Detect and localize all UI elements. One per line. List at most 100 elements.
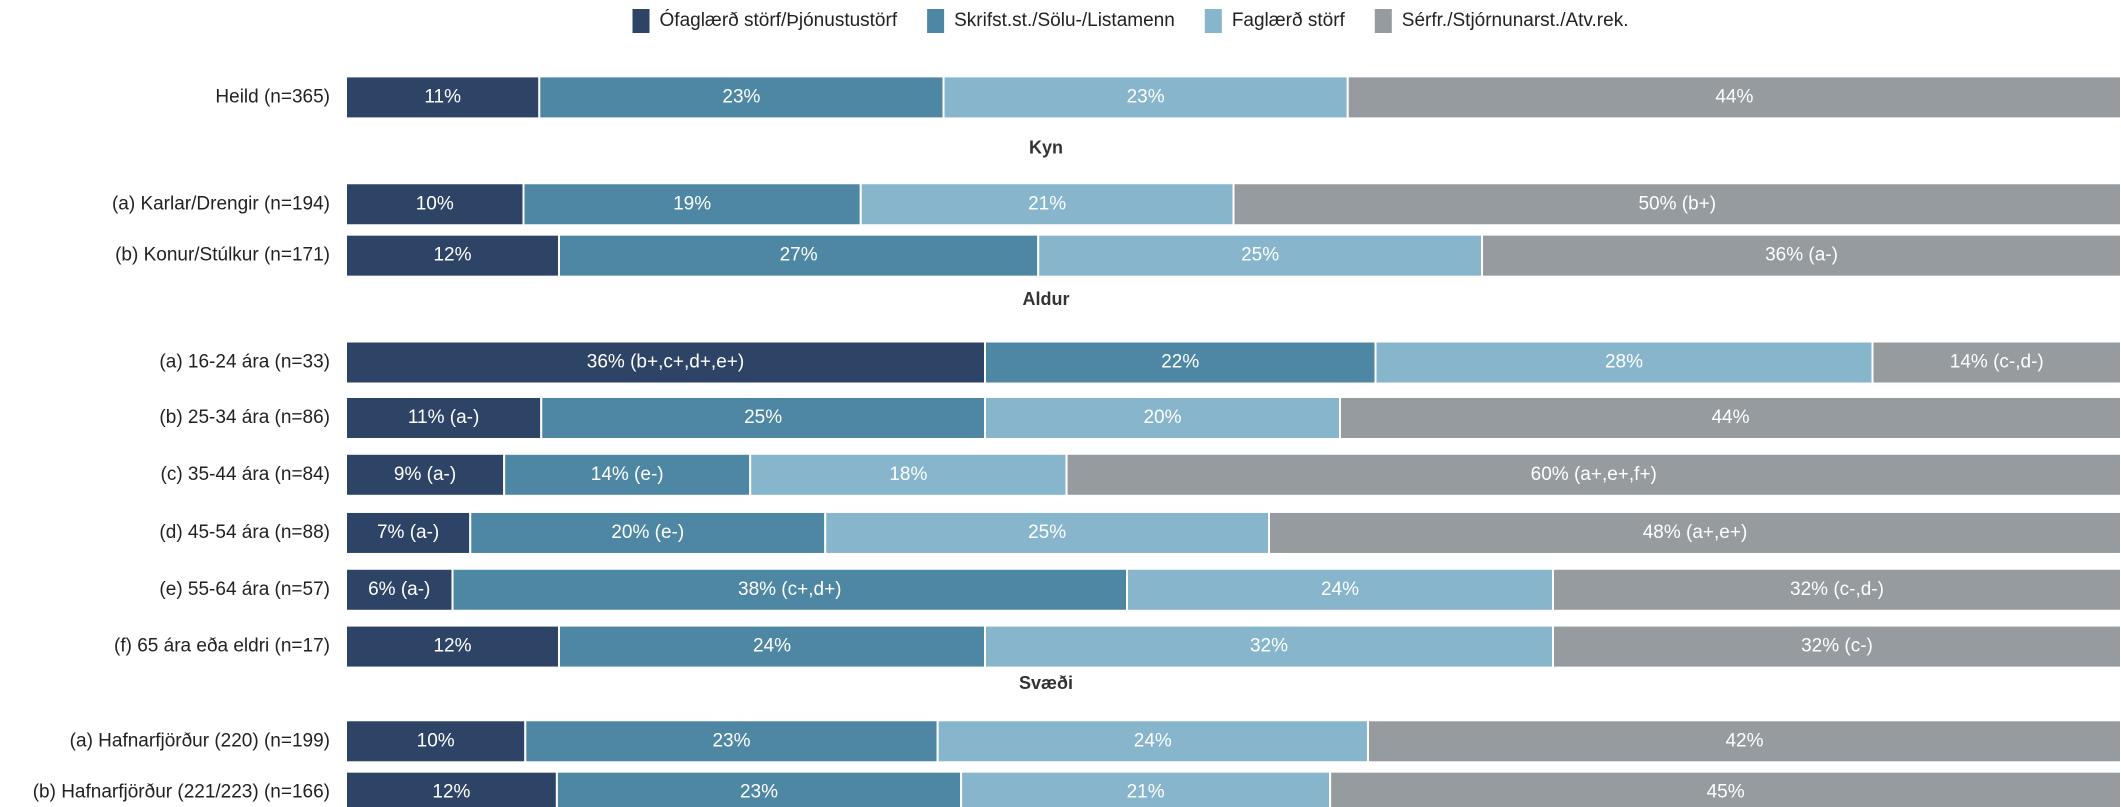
legend-swatch	[1374, 9, 1392, 33]
bar-segment	[345, 75, 541, 120]
value-label: 18%	[889, 464, 927, 485]
value-label: 21%	[1028, 193, 1066, 214]
value-label: 50% (b+)	[1638, 193, 1716, 214]
legend-label: Faglærð störf	[1232, 10, 1346, 31]
value-label: 24%	[753, 636, 791, 657]
value-label: 24%	[1321, 579, 1359, 600]
bar-segment	[345, 624, 560, 669]
value-label: 48% (a+,e+)	[1643, 522, 1748, 543]
bar-segment	[345, 395, 543, 440]
bar-segment	[345, 233, 560, 278]
bar-segment	[524, 719, 939, 764]
value-label: 14% (e-)	[591, 464, 664, 485]
bar-segment	[345, 340, 986, 385]
value-label: 20%	[1143, 407, 1181, 428]
value-label: 10%	[416, 193, 454, 214]
value-label: 23%	[712, 730, 750, 751]
value-label: 21%	[1127, 782, 1165, 803]
category-label: (b) 25-34 ára (n=86)	[159, 407, 330, 428]
value-label: 32% (c-)	[1801, 636, 1873, 657]
bar-segment	[538, 75, 945, 120]
value-label: 25%	[1241, 245, 1279, 266]
value-label: 14% (c-,d-)	[1950, 352, 2044, 373]
bar-segment	[1065, 452, 2121, 497]
bar-segment	[345, 770, 558, 807]
bar-segment	[1339, 395, 2121, 440]
bar-segment	[540, 395, 986, 440]
bar-segment	[1366, 719, 2121, 764]
bar-segment	[749, 452, 1068, 497]
legend-label: Sérfr./Stjórnunarst./Atv.rek.	[1402, 10, 1629, 31]
value-label: 25%	[744, 407, 782, 428]
legend-label: Skrifst.st./Sölu-/Listamenn	[954, 10, 1175, 31]
category-label: (f) 65 ára eða eldri (n=17)	[114, 636, 330, 657]
value-label: 9% (a-)	[394, 464, 456, 485]
bar-segment	[345, 182, 525, 227]
value-label: 32%	[1250, 636, 1288, 657]
legend-swatch	[632, 9, 650, 33]
value-label: 12%	[433, 636, 471, 657]
category-label: (b) Hafnarfjörður (221/223) (n=166)	[33, 782, 330, 803]
value-label: 7% (a-)	[377, 522, 439, 543]
bar-segment	[1346, 75, 2121, 120]
category-label: (a) Hafnarfjörður (220) (n=199)	[70, 730, 330, 751]
value-label: 22%	[1161, 352, 1199, 373]
value-label: 60% (a+,e+,f+)	[1531, 464, 1657, 485]
value-label: 25%	[1028, 522, 1066, 543]
value-label: 11%	[424, 86, 461, 107]
category-label: (d) 45-54 ára (n=88)	[159, 522, 330, 543]
value-label: 24%	[1134, 730, 1172, 751]
bar-segment	[1552, 567, 2121, 612]
section-header: Kyn	[1029, 138, 1063, 158]
bar-segment	[345, 452, 506, 497]
category-label: (a) Karlar/Drengir (n=194)	[112, 193, 330, 214]
category-label: (b) Konur/Stúlkur (n=171)	[115, 245, 330, 266]
value-label: 23%	[1127, 86, 1165, 107]
value-label: 36% (a-)	[1765, 245, 1838, 266]
value-label: 6% (a-)	[368, 579, 430, 600]
bar-segment	[1037, 233, 1483, 278]
legend-label: Ófaglærð störf/Þjónustustörf	[660, 9, 898, 31]
legend-swatch	[927, 9, 945, 33]
value-label: 42%	[1725, 730, 1763, 751]
value-label: 20% (e-)	[611, 522, 684, 543]
legend-swatch	[1204, 9, 1222, 33]
value-label: 44%	[1715, 86, 1753, 107]
value-label: 36% (b+,c+,d+,e+)	[587, 352, 744, 373]
category-label: Heild (n=365)	[215, 86, 330, 107]
bar-segment	[558, 624, 986, 669]
category-label: (e) 55-64 ára (n=57)	[159, 579, 330, 600]
value-label: 10%	[417, 730, 455, 751]
value-label: 28%	[1605, 352, 1643, 373]
value-label: 38% (c+,d+)	[738, 579, 842, 600]
value-label: 23%	[722, 86, 760, 107]
bar-segment	[345, 510, 472, 555]
bar-segment	[1329, 770, 2121, 807]
bar-segment	[558, 233, 1040, 278]
bar-segment	[859, 182, 1235, 227]
value-label: 45%	[1707, 782, 1745, 803]
value-label: 19%	[673, 193, 711, 214]
value-label: 44%	[1711, 407, 1749, 428]
value-label: 12%	[433, 245, 471, 266]
category-label: (a) 16-24 ára (n=33)	[159, 352, 330, 373]
bar-segment	[984, 395, 1341, 440]
bar-segment	[469, 510, 827, 555]
bar-segment	[1232, 182, 2121, 227]
category-label: (c) 35-44 ára (n=84)	[161, 464, 331, 485]
legend: Ófaglærð störf/Þjónustustörf Skrifst.st./…	[632, 9, 1629, 33]
value-label: 27%	[780, 245, 818, 266]
bar-segment	[960, 770, 1332, 807]
section-header: Aldur	[1023, 289, 1070, 309]
bar-segment	[1552, 624, 2121, 669]
bar-segment	[824, 510, 1270, 555]
bar-segment	[1481, 233, 2121, 278]
bar-segment	[1871, 340, 2121, 385]
bar-segment	[984, 340, 1377, 385]
value-label: 32% (c-,d-)	[1790, 579, 1884, 600]
bar-segment	[1126, 567, 1554, 612]
bar-segment	[942, 75, 1349, 120]
value-label: 11% (a-)	[408, 407, 479, 428]
value-label: 12%	[432, 782, 470, 803]
